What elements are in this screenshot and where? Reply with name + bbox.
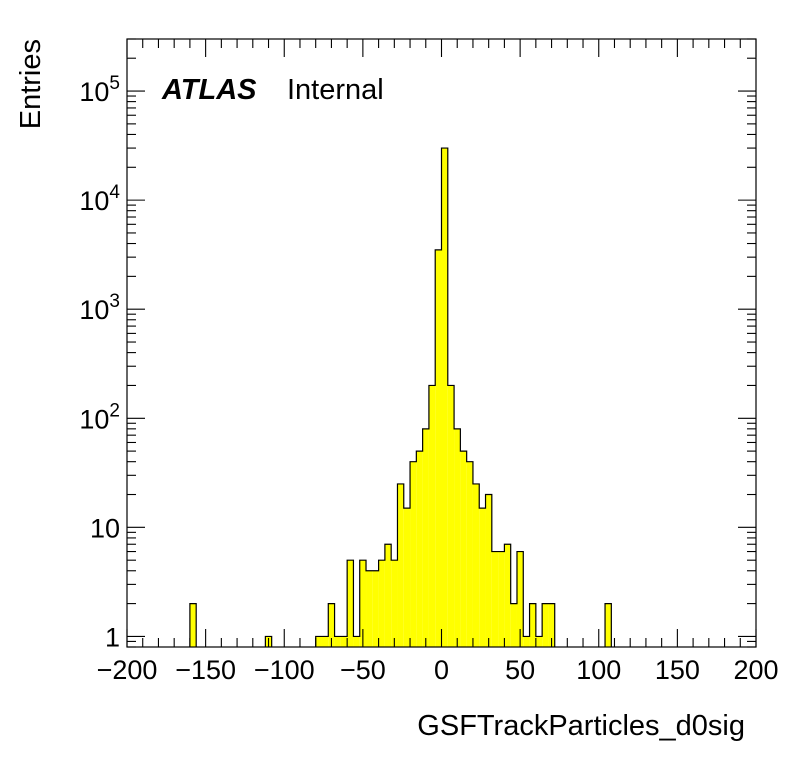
histogram-bar	[416, 451, 423, 647]
histogram-bar	[328, 603, 335, 647]
histogram-bar	[391, 560, 398, 647]
histogram-bar	[441, 148, 448, 647]
x-tick-label: 0	[434, 655, 449, 685]
histogram-bar	[410, 461, 417, 647]
histogram-bar	[372, 570, 379, 647]
x-tick-label: −50	[340, 655, 386, 685]
histogram-bar	[428, 385, 436, 647]
histogram-bar	[435, 249, 442, 648]
y-tick-label: 102	[79, 400, 120, 434]
histogram-outline	[189, 147, 612, 647]
histogram-bar	[454, 428, 461, 647]
histogram-bar	[403, 508, 411, 647]
histogram-bar	[447, 385, 455, 647]
histogram-bar	[353, 636, 360, 647]
histogram-bar	[523, 636, 530, 647]
histogram-bar	[347, 560, 354, 647]
x-tick-label: −150	[175, 655, 236, 685]
x-tick-label: 50	[505, 655, 535, 685]
x-tick-label: 100	[576, 655, 621, 685]
histogram-bars	[189, 148, 612, 648]
histogram-bar	[504, 544, 511, 647]
histogram-bar	[340, 636, 348, 647]
x-axis-ticks	[126, 39, 757, 647]
y-tick-label: 104	[79, 182, 120, 216]
x-tick-label: −100	[254, 655, 315, 685]
histogram-bar	[479, 508, 486, 647]
histogram-bar	[422, 428, 429, 647]
histogram-bar	[548, 603, 555, 647]
internal-label: Internal	[287, 74, 384, 106]
y-tick-label: 1	[105, 622, 120, 652]
y-tick-label: 10	[90, 513, 120, 543]
histogram-bar	[397, 483, 404, 647]
histogram-bar	[535, 636, 543, 647]
x-tick-label: −200	[97, 655, 158, 685]
x-tick-label: 150	[655, 655, 700, 685]
y-axis-label: Entries	[15, 39, 47, 129]
histogram-bar	[542, 603, 549, 647]
histogram-bar	[384, 544, 392, 647]
histogram-bar	[516, 551, 524, 647]
histogram-bar	[189, 603, 197, 647]
atlas-label: ATLAS	[161, 74, 257, 106]
histogram-bar	[472, 483, 480, 647]
histogram-bar	[366, 570, 373, 647]
histogram-bar	[378, 560, 385, 647]
histogram-bar	[466, 461, 473, 647]
x-tick-label: 200	[733, 655, 778, 685]
x-axis-label: GSFTrackParticles_d0sig	[417, 710, 745, 742]
histogram-bar	[460, 451, 467, 647]
histogram-bar	[605, 603, 612, 647]
x-axis-tick-labels: −200 −150 −100 −50 0 50 100 150 200	[97, 655, 779, 685]
histogram-bar	[321, 636, 329, 647]
histogram-bar	[359, 560, 367, 647]
histogram-bar	[334, 636, 341, 647]
histogram-bar	[315, 636, 322, 647]
histogram-bar	[529, 603, 536, 647]
y-axis-tick-labels: 1 10 102 103 104 105	[79, 73, 120, 652]
y-tick-label: 103	[79, 291, 120, 325]
histogram-bar	[510, 603, 517, 647]
histogram-bar	[498, 551, 505, 647]
y-tick-label: 105	[79, 73, 120, 107]
histogram-bar	[485, 494, 492, 647]
histogram-bar	[491, 551, 499, 647]
y-axis-ticks	[127, 38, 756, 648]
